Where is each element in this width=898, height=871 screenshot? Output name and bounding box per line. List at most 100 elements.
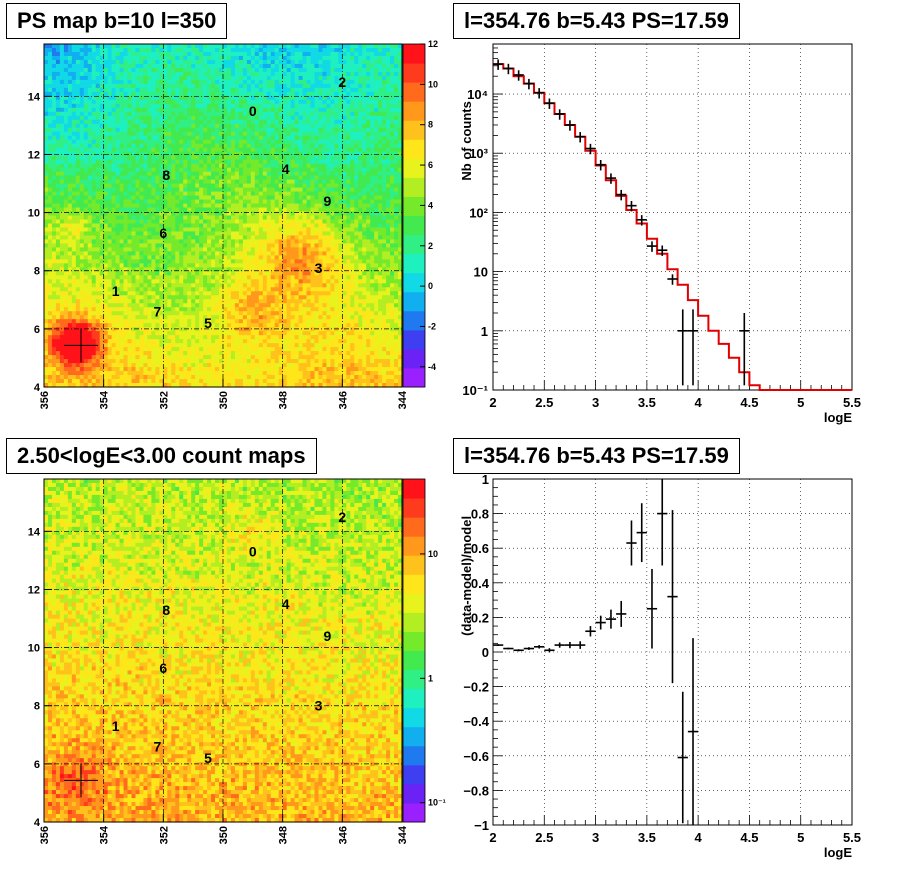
x-tick-label: 348 <box>278 826 290 844</box>
y-tick-label: −0.6 <box>463 749 489 764</box>
y-tick-label: 0.8 <box>471 507 489 522</box>
x-tick-label: 356 <box>39 826 51 844</box>
y-tick-label: 14 <box>28 526 41 538</box>
x-tick-label: 2 <box>489 830 496 845</box>
count-map-title: 2.50<logE<3.00 count maps <box>6 438 317 474</box>
y-tick-label: 4 <box>34 817 41 829</box>
residual-panel: 2 2.5 3 3.5 4 4.5 5 5.5 −1 −0.8 −0.6 −0.4 −0.2 0 0.2 0.… <box>449 435 898 871</box>
y-tick-label: 10 <box>474 265 488 280</box>
x-tick-label: 346 <box>337 826 349 844</box>
plot-frame <box>492 43 853 391</box>
x-tick-label: 348 <box>278 391 290 409</box>
x-tick-label: 5.5 <box>843 395 861 410</box>
x-tick-label: 2.5 <box>535 395 553 410</box>
grid-lines <box>493 479 852 825</box>
colour-bar-tick-label: 12 <box>428 39 438 49</box>
colour-bar-tick-label: 1 <box>428 673 433 683</box>
source-label: 7 <box>153 738 161 754</box>
y-tick-label: 14 <box>28 91 41 103</box>
source-label: 6 <box>159 660 167 676</box>
x-tick-label: 3.5 <box>638 830 656 845</box>
x-tick-label: 5.5 <box>843 830 861 845</box>
count-map-chart: 356 354 352 350 348 346 3444681012140123456789… <box>28 478 446 844</box>
source-label: 8 <box>162 167 170 183</box>
x-axis-label: logE <box>824 410 852 425</box>
colour-bar-tick-label: 8 <box>428 120 433 130</box>
source-label: 0 <box>249 544 257 560</box>
x-tick-label: 350 <box>218 391 230 409</box>
colour-bar-tick-label: 2 <box>428 241 433 251</box>
y-tick-label: 1 <box>482 472 489 487</box>
colour-bar-tick-label: -4 <box>428 362 436 372</box>
source-label: 7 <box>153 303 161 319</box>
source-label: 1 <box>112 283 120 299</box>
grid-lines <box>493 44 852 390</box>
residual-chart: 2 2.5 3 3.5 4 4.5 5 5.5 −1 −0.8 −0.6 −0.4 −0.2 0 0.2 0.… <box>459 472 861 860</box>
residual-title: l=354.76 b=5.43 PS=17.59 <box>453 438 740 474</box>
y-tick-label: 8 <box>34 701 40 713</box>
colour-bar-tick-label: 10⁻¹ <box>428 798 446 808</box>
colour-bar-tick-label: 4 <box>428 200 433 210</box>
x-tick-label: 354 <box>99 825 111 844</box>
y-tick-label: −1 <box>474 818 489 833</box>
y-tick-label: 8 <box>34 266 40 278</box>
x-axis-label: logE <box>824 845 852 860</box>
x-tick-label: 4.5 <box>740 830 758 845</box>
y-tick-label: −0.4 <box>463 714 489 729</box>
source-label: 1 <box>112 718 120 734</box>
x-tick-label: 346 <box>337 391 349 409</box>
y-tick-label: 10³ <box>469 146 488 161</box>
source-label: 9 <box>324 628 332 644</box>
source-label: 5 <box>204 750 212 766</box>
y-tick-label: 10⁴ <box>467 87 488 102</box>
source-label: 3 <box>315 698 323 714</box>
colour-bar-tick-label: 10 <box>428 79 438 89</box>
source-label: 3 <box>315 260 323 276</box>
y-tick-label: 6 <box>34 324 40 336</box>
y-tick-label: 6 <box>34 759 40 771</box>
x-tick-label: 4.5 <box>740 395 758 410</box>
colour-bar-tick-label: -2 <box>428 321 436 331</box>
y-tick-label: −0.8 <box>463 783 489 798</box>
source-label: 4 <box>282 596 290 612</box>
y-tick-label: 10 <box>28 643 40 655</box>
x-tick-label: 4 <box>695 830 703 845</box>
source-label: 8 <box>162 602 170 618</box>
x-tick-label: 352 <box>158 391 170 409</box>
ps-map-title: PS map b=10 l=350 <box>6 3 228 39</box>
data-points <box>493 479 699 825</box>
y-tick-label: 12 <box>28 149 40 161</box>
y-tick-label: 0 <box>482 645 489 660</box>
x-tick-label: 344 <box>397 390 409 409</box>
y-tick-label: −0.2 <box>463 680 489 695</box>
y-tick-label: 4 <box>34 382 41 394</box>
colour-bar-tick-label: 0 <box>428 281 433 291</box>
ps-map-chart: 356 354 352 350 348 346 3444681012140123456789… <box>28 39 438 409</box>
x-tick-label: 3 <box>592 830 599 845</box>
spectrum-panel: 2 2.5 3 3.5 4 4.5 5 5.5 10⁻¹ 1 10 10² 10³ 10⁴ logE Nb o… <box>449 0 898 435</box>
source-label: 0 <box>249 103 257 119</box>
x-tick-label: 2.5 <box>535 830 553 845</box>
spectrum-chart: 2 2.5 3 3.5 4 4.5 5 5.5 10⁻¹ 1 10 10² 10³ 10⁴ logE Nb o… <box>459 43 861 425</box>
x-tick-label: 3 <box>592 395 599 410</box>
source-label: 2 <box>338 74 346 90</box>
x-tick-label: 5 <box>797 395 804 410</box>
ps-map-panel: 356 354 352 350 348 346 344 4 6 8 10 12 14 0 1 2 3 4 5 6 7 8 9… <box>0 0 449 435</box>
data-points <box>493 59 750 386</box>
x-tick-label: 5 <box>797 830 804 845</box>
source-label: 6 <box>159 225 167 241</box>
colour-bar <box>403 479 425 823</box>
x-tick-label: 2 <box>489 395 496 410</box>
x-tick-label: 4 <box>695 395 703 410</box>
x-tick-label: 3.5 <box>638 395 656 410</box>
heatmap-cells <box>44 44 403 388</box>
y-axis-label: Nb of counts <box>459 101 474 180</box>
x-tick-label: 356 <box>39 391 51 409</box>
y-tick-label: 12 <box>28 584 40 596</box>
colour-bar-frame <box>402 478 426 823</box>
y-tick-label: 10⁻¹ <box>462 383 488 398</box>
y-tick-label: 10² <box>469 205 488 220</box>
spectrum-title: l=354.76 b=5.43 PS=17.59 <box>453 3 740 39</box>
y-axis-label: (data-model)/model <box>459 516 474 636</box>
count-map-panel: 356 354 352 350 348 346 344 4 6 8 10 12 14 0 1 2 3 4 5 6 7 8 9… <box>0 435 449 871</box>
